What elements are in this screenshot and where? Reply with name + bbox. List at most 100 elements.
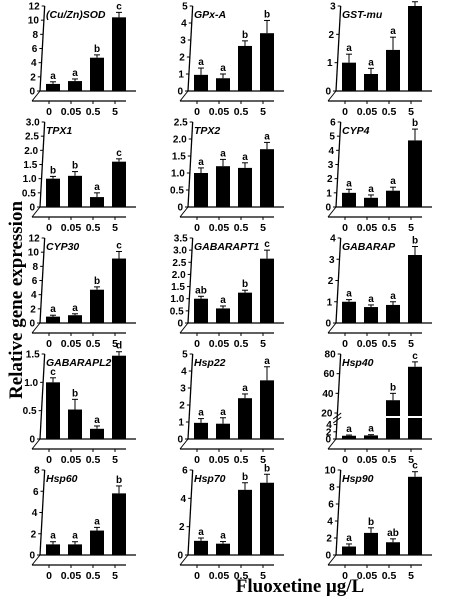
x-tick-label: 0: [342, 454, 348, 466]
x-tick-label: 0.05: [209, 570, 230, 582]
y-tick-label: 12: [29, 2, 41, 13]
bar: [112, 258, 126, 323]
bar: [112, 355, 126, 439]
panel-tpx2: 0 0.5 1.0 1.5 2.0 2.5 a 0 a 0.05 a 0.5 a 5 TPX2: [170, 118, 284, 234]
bar: [238, 489, 252, 555]
x-axis-corner: [327, 322, 337, 334]
bar: [342, 192, 356, 207]
bar: [342, 301, 356, 323]
y-tick-label: 0.5: [23, 406, 37, 417]
x-tick-label: 0.05: [357, 338, 378, 350]
x-tick-label: 0.05: [209, 454, 230, 466]
y-tick-label: 3: [180, 36, 186, 47]
significance-letter: a: [198, 408, 204, 419]
gene-title: (Cu/Zn)SOD: [46, 9, 106, 21]
significance-letter: ab: [195, 285, 207, 296]
bar: [46, 178, 60, 207]
y-tick-label: 0: [325, 435, 331, 446]
y-axis-line: [335, 353, 342, 440]
significance-letter: b: [264, 9, 270, 20]
x-tick-label: 0.05: [357, 222, 378, 234]
y-tick-label: 10: [325, 466, 337, 477]
x-tick-label: 0.5: [86, 338, 101, 350]
bar: [342, 62, 356, 91]
axis-break-marker: [332, 412, 342, 424]
x-tick-label: 0: [194, 106, 200, 118]
significance-letter: c: [264, 239, 270, 250]
y-tick-label: 8: [34, 466, 40, 477]
x-axis-corner: [179, 322, 189, 334]
x-tick-label: 5: [408, 570, 414, 582]
x-tick-label: 0.5: [382, 454, 397, 466]
y-axis-line: [335, 5, 342, 92]
y-tick-label: 4: [326, 420, 332, 431]
significance-letter: b: [72, 388, 78, 399]
y-tick-label: 3: [329, 255, 335, 266]
x-tick-label: 0.5: [86, 570, 101, 582]
x-tick-label: 5: [260, 106, 266, 118]
x-axis-corner: [327, 90, 337, 102]
y-tick-label: 10: [28, 248, 40, 259]
bar: [194, 422, 208, 439]
y-tick-label: 0: [29, 435, 35, 446]
y-tick-label: 1.0: [23, 174, 37, 185]
bar: [46, 544, 60, 555]
x-tick-label: 0.5: [86, 454, 101, 466]
significance-letter: b: [242, 30, 248, 41]
y-tick-label: 5: [182, 2, 188, 13]
x-tick-label: 0.5: [382, 106, 397, 118]
y-tick-label: 12: [29, 234, 41, 245]
x-tick-label: 0.5: [234, 338, 249, 350]
bar: [46, 382, 60, 439]
x-tick-label: 0.5: [382, 570, 397, 582]
x-axis-corner: [179, 206, 189, 218]
x-axis-corner: [179, 438, 189, 450]
x-tick-label: 0.5: [382, 222, 397, 234]
y-tick-label: 2: [31, 529, 37, 540]
significance-letter: b: [242, 472, 248, 483]
significance-letter: a: [50, 71, 56, 82]
bar: [364, 74, 378, 91]
gene-title: GST-mu: [342, 9, 383, 21]
y-tick-label: 2.5: [25, 132, 39, 143]
y-axis-line: [187, 237, 194, 324]
y-tick-label: 1.5: [23, 160, 37, 171]
y-tick-label: 2.0: [173, 135, 187, 146]
y-tick-label: 80: [325, 350, 337, 361]
x-tick-label: 0: [194, 454, 200, 466]
y-tick-label: 0.5: [170, 186, 184, 197]
panel-gst-mu: 0 1 2 3 a 0 a 0.05 a 0.5 b 5 GST-mu: [325, 0, 432, 118]
gene-title: GPx-A: [194, 9, 226, 21]
y-tick-label: 2.0: [24, 146, 38, 157]
bar: [90, 428, 104, 439]
y-tick-label: 3: [328, 160, 334, 171]
significance-letter: a: [72, 531, 78, 542]
bar: [364, 435, 378, 439]
x-tick-label: 0.05: [209, 106, 230, 118]
y-tick-label: 3: [180, 384, 186, 395]
significance-letter: a: [220, 531, 226, 542]
y-tick-label: 4: [329, 146, 335, 157]
panel-cyp4: 0 1 2 3 4 5 6 a 0 a 0.05 a 0.5 b 5 CYP4: [325, 118, 432, 234]
panel-gpx-a: 0 1 2 3 4 5 a 0 a 0.05 b 0.5 b 5 GPx-A: [177, 2, 284, 118]
significance-letter: a: [220, 63, 226, 74]
significance-letter: a: [242, 383, 248, 394]
y-tick-label: 2: [327, 174, 333, 185]
significance-letter: a: [346, 178, 352, 189]
y-tick-label: 10: [28, 16, 40, 27]
x-axis-corner: [327, 554, 337, 566]
y-tick-label: 4: [31, 290, 37, 301]
y-tick-label: 5: [182, 350, 188, 361]
x-axis-corner: [31, 438, 41, 450]
x-tick-label: 5: [112, 222, 118, 234]
significance-letter: c: [412, 461, 418, 472]
y-tick-label: 1.5: [171, 282, 185, 293]
bar: [260, 149, 274, 207]
x-tick-label: 0.05: [357, 570, 378, 582]
bar: [216, 166, 230, 207]
significance-letter: a: [72, 303, 78, 314]
y-tick-label: 4: [327, 517, 333, 528]
significance-letter: b: [50, 165, 56, 176]
